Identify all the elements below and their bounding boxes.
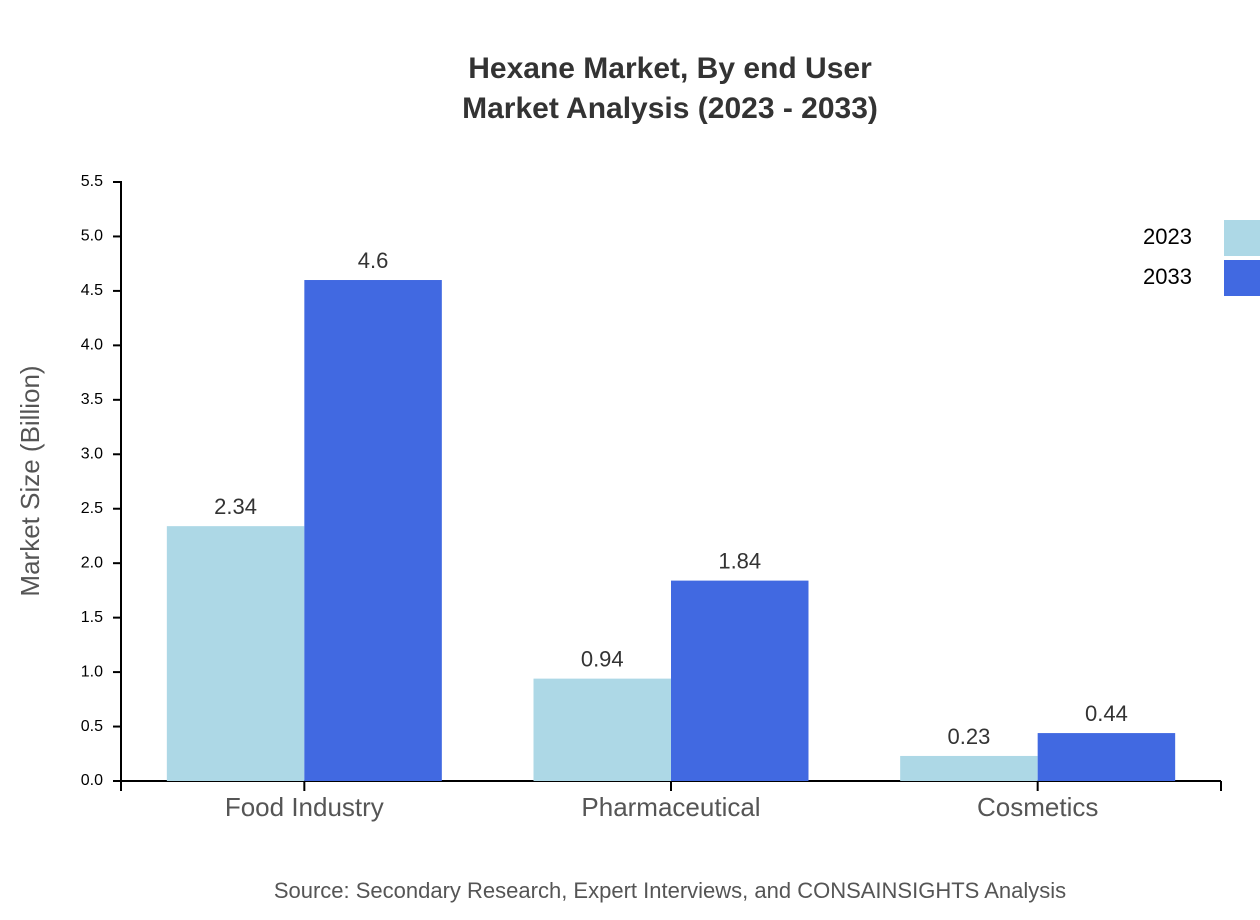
y-tick-label: 5.0 <box>81 228 103 245</box>
y-tick-label: 3.5 <box>81 391 103 408</box>
legend-swatch <box>1224 220 1260 256</box>
value-label: 0.94 <box>581 646 624 671</box>
y-tick-label: 1.5 <box>81 609 103 626</box>
x-tick-label: Cosmetics <box>977 792 1098 822</box>
chart-subtitle: Market Analysis (2023 - 2033) <box>462 92 878 125</box>
legend-label: 2033 <box>1143 264 1192 289</box>
chart-title: Hexane Market, By end User <box>468 52 872 85</box>
y-tick-label: 5.5 <box>81 173 103 190</box>
bar <box>1037 733 1176 781</box>
bar <box>671 580 809 781</box>
y-tick-label: 0.5 <box>81 718 103 735</box>
x-tick-label: Pharmaceutical <box>581 792 760 822</box>
x-tick-label: Food Industry <box>225 792 384 822</box>
source-note: Source: Secondary Research, Expert Inter… <box>274 878 1066 903</box>
y-tick-label: 2.0 <box>81 554 103 571</box>
y-tick-label: 2.5 <box>81 500 103 517</box>
bar <box>166 526 305 781</box>
y-tick-label: 4.5 <box>81 282 103 299</box>
value-label: 2.34 <box>214 494 257 519</box>
value-label: 0.23 <box>948 724 991 749</box>
y-tick-label: 1.0 <box>81 663 103 680</box>
bar <box>533 678 671 781</box>
value-label: 1.84 <box>718 548 761 573</box>
legend-label: 2023 <box>1143 224 1192 249</box>
bar <box>304 280 442 781</box>
y-tick-label: 4.0 <box>81 337 103 354</box>
legend-swatch <box>1224 260 1260 296</box>
bar <box>900 755 1038 781</box>
y-tick-label: 3.0 <box>81 445 103 462</box>
y-axis-label: Market Size (Billion) <box>15 365 45 596</box>
value-label: 0.44 <box>1085 701 1128 726</box>
value-label: 4.6 <box>358 248 389 273</box>
y-tick-label: 0.0 <box>81 772 103 789</box>
